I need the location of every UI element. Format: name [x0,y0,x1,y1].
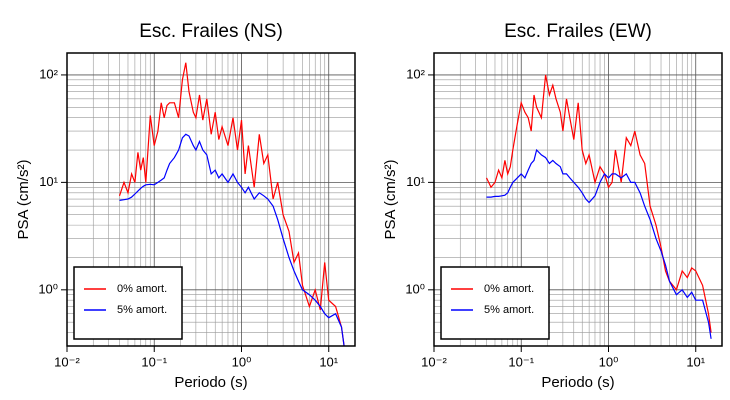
plot-frame [66,52,356,347]
x-tick-label: 10⁰ [232,354,252,369]
series-line [119,133,345,347]
y-tick-label: 10² [39,66,58,81]
series-line [485,74,712,333]
y-axis-label: PSA (cm/s²) [382,159,399,239]
x-tick-label: 10⁻² [421,354,447,369]
legend-box [73,266,183,340]
x-tick-label: 10¹ [319,354,338,369]
legend-label: 0% amort. [484,283,534,295]
legend-label: 0% amort. [117,283,167,295]
x-tick-label: 10⁻² [54,354,80,369]
series-line [118,62,345,347]
x-tick-label: 10⁰ [599,354,619,369]
y-tick-label: 10² [406,66,425,81]
y-axis-label: PSA (cm/s²) [15,159,32,239]
chart-title: Esc. Frailes (EW) [504,21,652,42]
plot-frame [433,52,723,347]
legend-label: 5% amort. [117,304,167,316]
chart-title: Esc. Frailes (NS) [139,21,283,42]
series-line [486,148,712,339]
x-axis-label: Periodo (s) [541,374,614,391]
x-axis-label: Periodo (s) [174,374,247,391]
x-tick-label: 10⁻¹ [141,354,167,369]
x-tick-label: 10⁻¹ [508,354,534,369]
x-tick-label: 10¹ [686,354,705,369]
y-tick-label: 10⁰ [38,281,58,296]
legend-box [440,266,550,340]
legend-label: 5% amort. [484,304,534,316]
y-tick-label: 10⁰ [405,281,425,296]
y-tick-label: 10¹ [406,174,425,189]
y-tick-label: 10¹ [39,174,58,189]
